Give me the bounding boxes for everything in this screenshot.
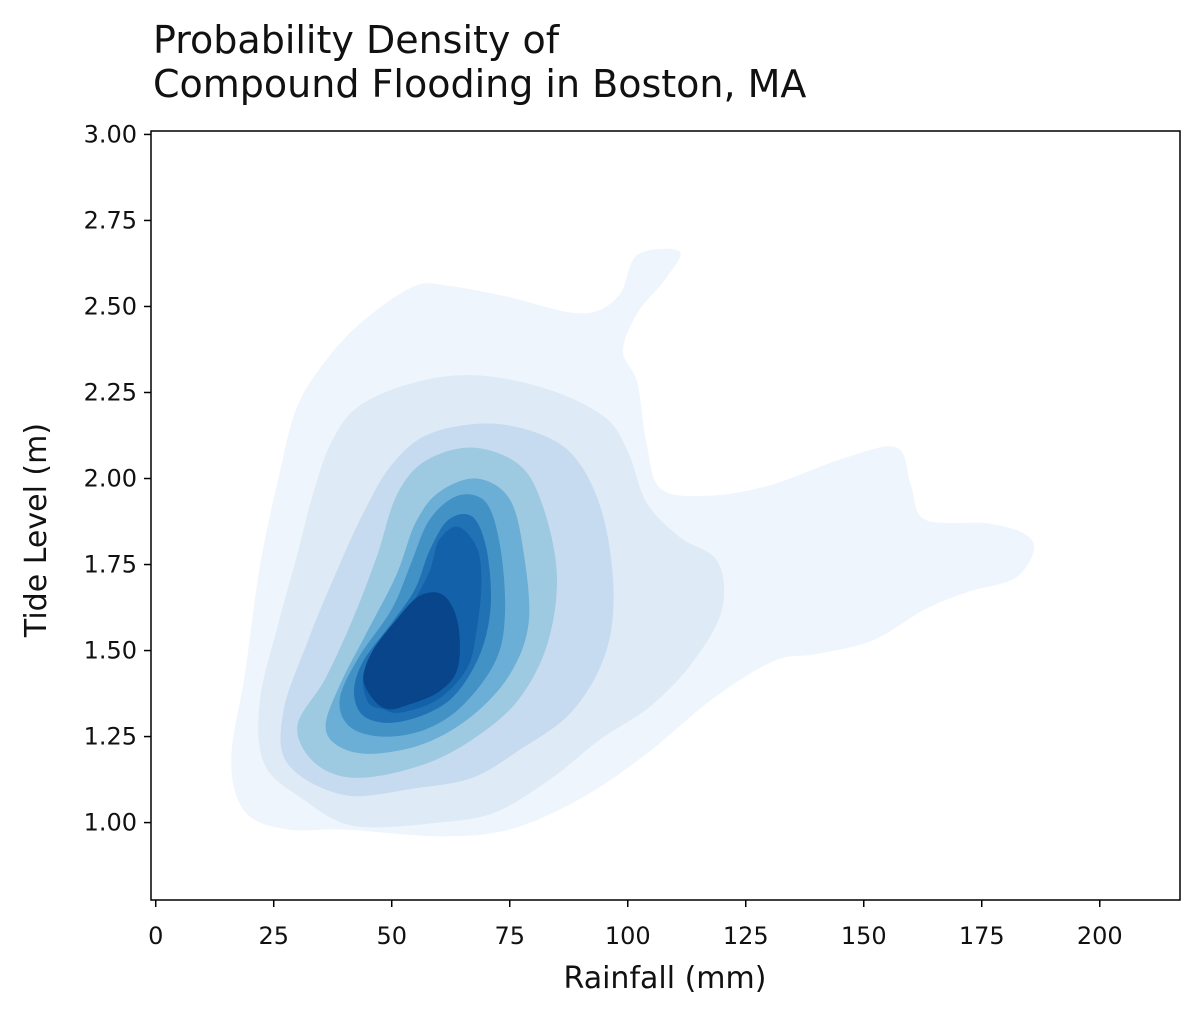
x-axis: 0 25 50 75 100 125 150 175 200 <box>148 900 1123 950</box>
y-axis-label: Tide Level (m) <box>19 423 54 638</box>
x-tick-label: 125 <box>723 922 769 950</box>
y-tick-label: 1.25 <box>84 723 137 751</box>
y-tick-label: 2.50 <box>84 292 137 320</box>
x-tick-label: 150 <box>841 922 887 950</box>
x-tick-label: 175 <box>959 922 1005 950</box>
x-tick-label: 75 <box>494 922 525 950</box>
chart-title-line-2: Compound Flooding in Boston, MA <box>153 62 807 106</box>
x-tick-label: 50 <box>376 922 407 950</box>
x-tick-label: 25 <box>258 922 289 950</box>
chart-title-line-1: Probability Density of <box>153 18 560 62</box>
x-tick-label: 200 <box>1077 922 1123 950</box>
x-axis-label: Rainfall (mm) <box>564 961 767 996</box>
y-tick-label: 2.75 <box>84 206 137 234</box>
y-tick-label: 2.25 <box>84 378 137 406</box>
y-tick-label: 2.00 <box>84 465 137 493</box>
y-tick-label: 3.00 <box>84 120 137 148</box>
x-tick-label: 100 <box>605 922 651 950</box>
chart-title: Probability Density of Compound Flooding… <box>153 18 806 106</box>
density-level-9 <box>363 592 460 710</box>
y-axis: 1.00 1.25 1.50 1.75 2.00 2.25 2.50 2.75 3.00 <box>84 120 151 837</box>
y-tick-label: 1.50 <box>84 637 137 665</box>
plot-area <box>231 248 1035 837</box>
y-tick-label: 1.75 <box>84 551 137 579</box>
y-tick-label: 1.00 <box>84 809 137 837</box>
plot-frame <box>150 130 1181 901</box>
x-tick-label: 0 <box>148 922 163 950</box>
